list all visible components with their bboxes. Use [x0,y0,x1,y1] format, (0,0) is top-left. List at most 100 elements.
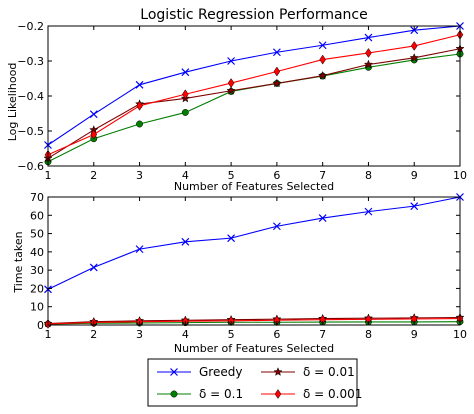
plot-frame [47,196,461,326]
y-tick-label: −0.5 [17,125,44,138]
legend-marker [170,368,178,376]
y-tick-label: −0.3 [17,55,44,68]
data-point [318,70,328,80]
x-tick-label: 7 [319,169,326,182]
data-point [135,245,144,254]
y-tick-label: −0.2 [17,20,44,33]
x-tick-label: 9 [411,328,418,341]
x-tick-label: 5 [228,328,235,341]
series-2 [44,50,464,166]
series-1 [44,22,464,149]
data-point [272,78,282,88]
legend-label: δ = 0.1 [199,387,243,401]
x-tick-label: 5 [228,169,235,182]
data-point [272,48,281,57]
data-point [227,78,235,89]
x-tick-label: 7 [319,328,326,341]
x-tick-label: 6 [273,328,280,341]
legend-label: δ = 0.01 [303,365,355,379]
data-point [364,207,373,216]
x-tick-label: 9 [411,169,418,182]
data-point [181,68,190,77]
data-point [409,52,419,62]
x-tick-label: 8 [365,328,372,341]
x-tick-label: 3 [136,328,143,341]
y-tick-label: 0 [37,319,44,332]
legend-label: δ = 0.001 [303,387,362,401]
data-point [319,54,326,65]
data-point [410,26,419,35]
y-tick-label: 10 [30,301,44,314]
data-point [365,47,372,58]
series-line [47,34,461,156]
data-point [226,85,236,95]
series-line [47,48,461,159]
data-point [135,80,144,89]
data-point [182,89,189,100]
data-point [364,33,373,42]
legend-entries: Greedy δ = 0.01 δ = 0.1 δ = 0.001 [157,365,362,401]
chart-title: Logistic Regression Performance [140,7,367,23]
log-likelihood-chart: Logistic Regression Performance Log Like… [6,7,467,193]
x-tick-label: 2 [90,328,97,341]
series-line [47,316,461,325]
x-tick-label: 3 [136,169,143,182]
x-tick-label: 1 [45,328,52,341]
time-taken-chart: Time taken Number of Features Selected 1… [12,191,467,355]
y-tick-label: 30 [30,264,44,277]
legend-marker [274,389,282,399]
x-tick-label: 1 [45,169,52,182]
y-tick-label: 70 [30,191,44,204]
legend: Greedy δ = 0.01 δ = 0.1 δ = 0.001 [147,358,362,407]
data-point [181,237,190,246]
x-tick-label: 2 [90,169,97,182]
data-point [181,109,189,116]
x-tick-label: 4 [182,169,189,182]
y-tick-label: 20 [30,282,44,295]
legend-entry: Greedy [157,365,242,379]
data-point [318,214,327,222]
y-tick-label: 60 [30,209,44,222]
x-tick-label: 4 [182,328,189,341]
x-tick-label: 8 [365,169,372,182]
legend-marker [273,367,283,376]
series-line [47,318,461,325]
plot-area: 1 2 3 4 5 6 7 8 9 10 0 10 20 30 40 50 60 70 [30,191,467,341]
data-point [136,100,143,111]
data-point [272,222,281,231]
legend-box [147,358,358,407]
legend-marker [170,390,178,398]
data-point [136,120,144,128]
series-line [47,25,461,146]
data-point [90,129,98,140]
data-point [410,40,418,51]
x-axis-label: Number of Features Selected [174,342,334,355]
series-1 [44,193,464,294]
data-point [363,59,374,69]
data-point [227,57,236,65]
data-point [318,41,327,50]
legend-entry: δ = 0.1 [157,387,243,401]
plot-frame [47,25,461,167]
data-point [89,110,98,119]
y-tick-label: 40 [30,246,44,259]
y-tick-label: −0.4 [17,90,44,103]
data-point [89,263,98,272]
series-line [47,196,461,290]
legend-entry: δ = 0.001 [261,387,362,401]
x-tick-label: 6 [273,169,280,182]
plot-area: 1 2 3 4 5 6 7 8 9 10 −0.6 −0.5 −0.4 −0.3 −0.2 [17,20,467,182]
data-point [410,202,419,211]
y-axis-label: Time taken [12,231,25,293]
legend-entry: δ = 0.01 [261,365,355,379]
series-line [47,321,461,325]
y-tick-label: −0.6 [17,160,44,173]
y-tick-label: 50 [30,228,44,241]
legend-label: Greedy [199,365,242,379]
x-tick-label: 10 [453,169,467,182]
x-tick-label: 10 [453,328,467,341]
y-axis-label: Log Likelihood [6,63,19,142]
x-axis-label: Number of Features Selected [174,180,334,193]
series-line [47,53,461,163]
